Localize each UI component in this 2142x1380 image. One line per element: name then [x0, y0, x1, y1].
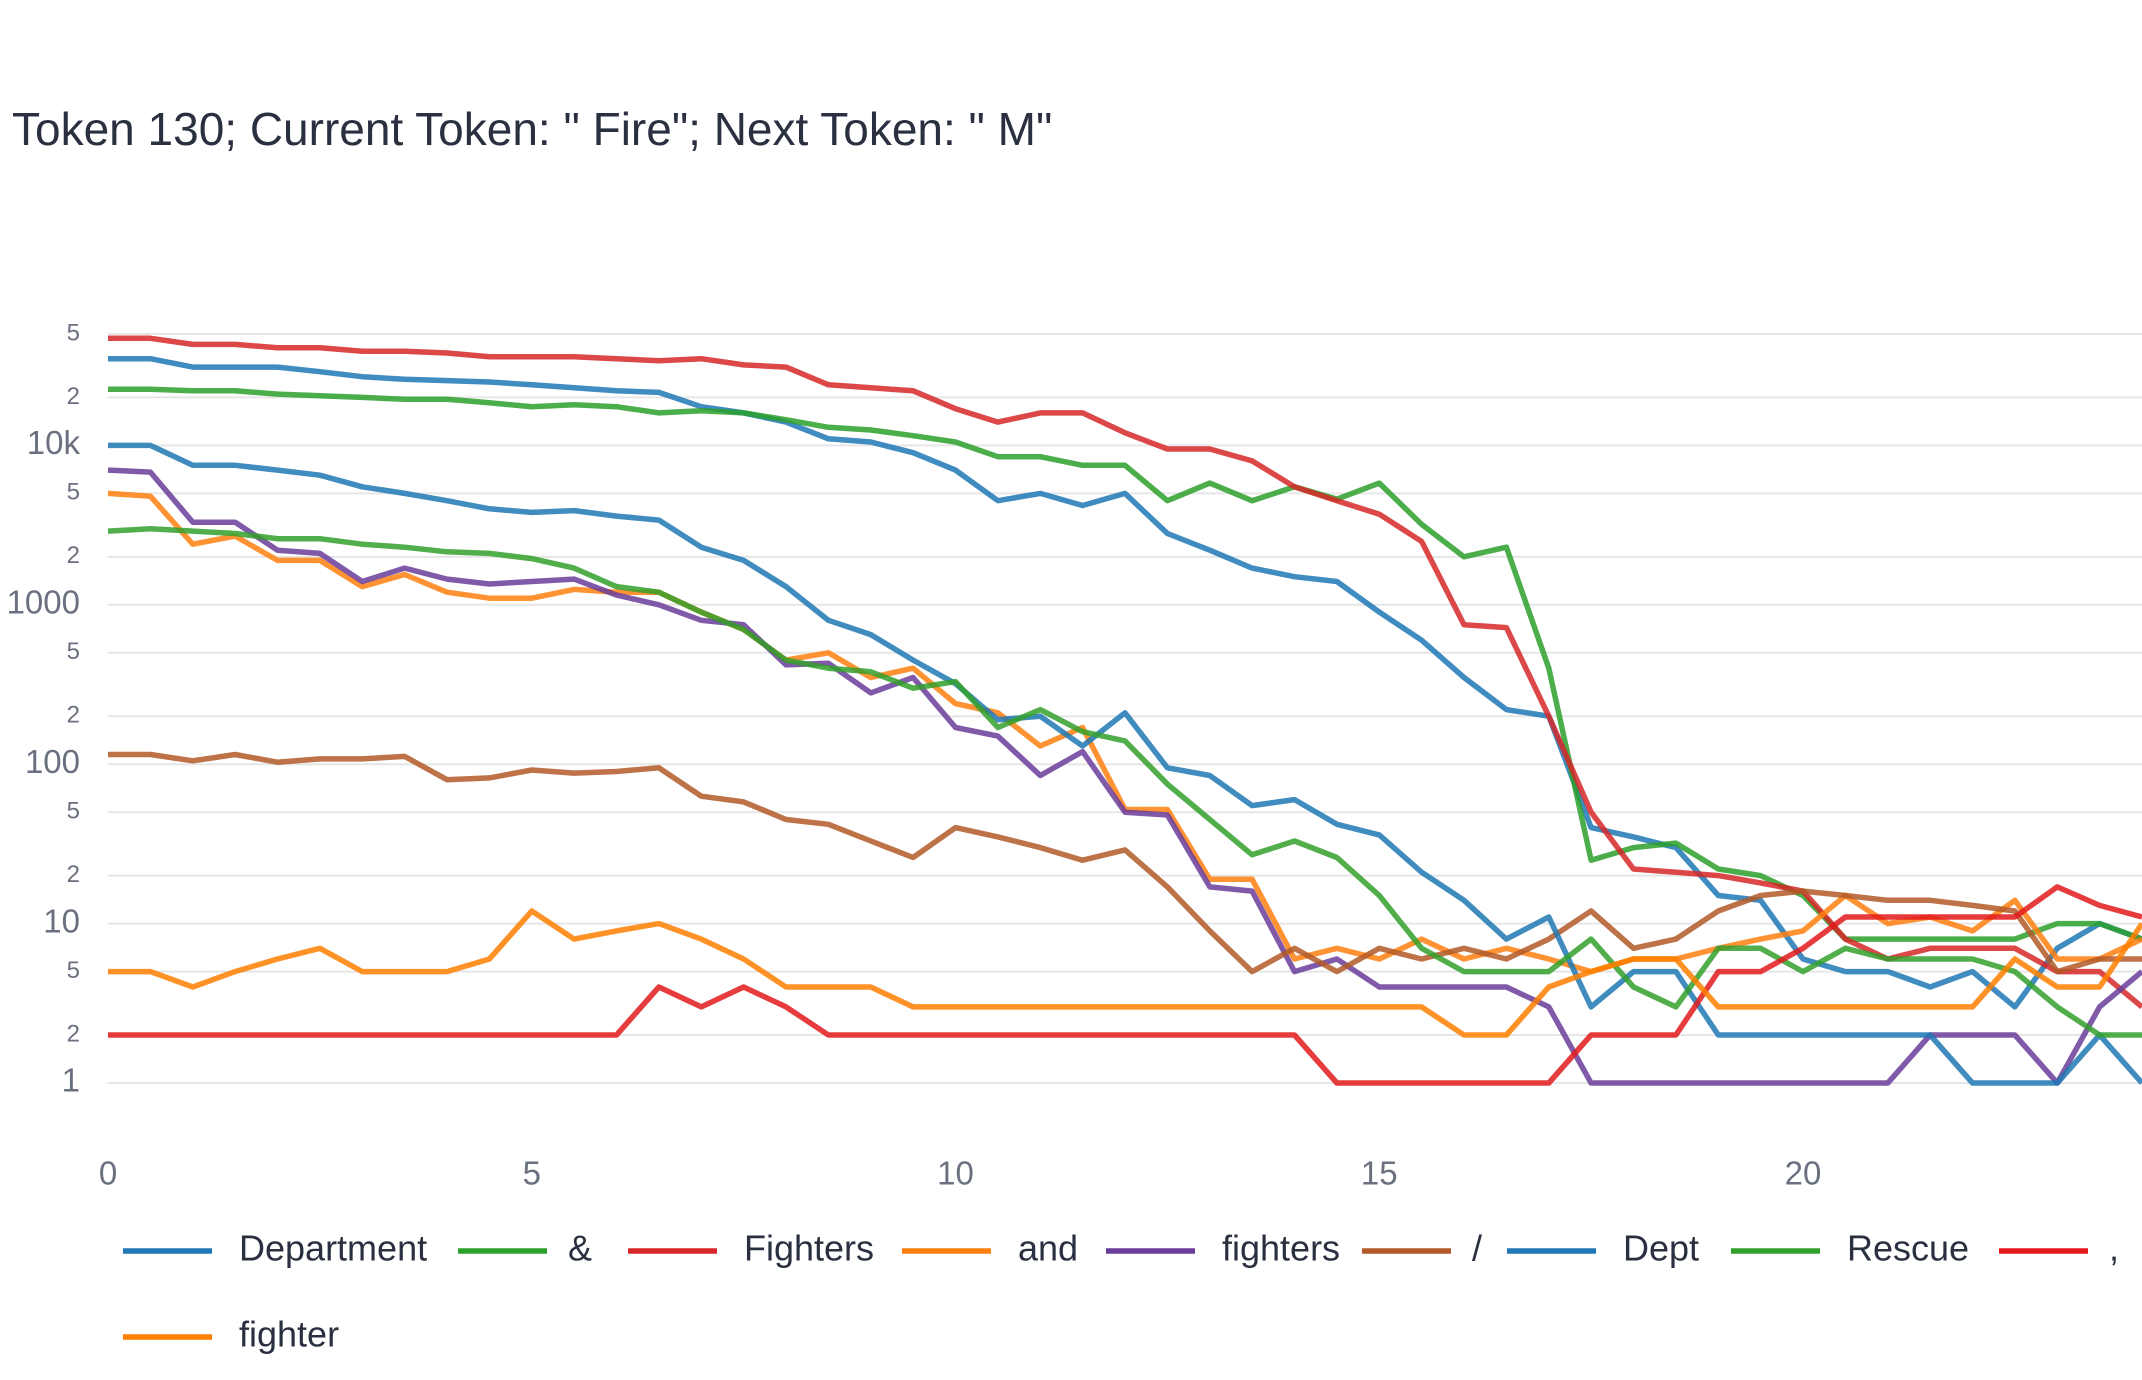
legend-label: & — [568, 1228, 592, 1269]
legend-label: , — [2109, 1228, 2119, 1269]
y-tick-label: 100 — [25, 743, 80, 780]
x-tick-label: 0 — [99, 1155, 117, 1192]
y-tick-label: 5 — [67, 319, 80, 346]
legend-label: fighters — [1222, 1228, 1340, 1269]
legend-label: and — [1018, 1228, 1078, 1269]
legend-item: Rescue — [1731, 1228, 1969, 1269]
series-line — [107, 490, 2142, 975]
chart-title: Token 130; Current Token: " Fire"; Next … — [12, 103, 1052, 155]
y-tick-label: 10k — [27, 424, 81, 461]
y-tick-label: 1000 — [7, 584, 80, 621]
y-tick-label: 2 — [67, 702, 80, 729]
series-line — [108, 884, 2142, 1086]
legend-item: fighters — [1106, 1228, 1340, 1269]
legend-label: Department — [239, 1228, 427, 1269]
y-tick-label: 2 — [67, 1020, 80, 1047]
x-tick-label: 15 — [1361, 1155, 1398, 1192]
x-tick-label: 5 — [523, 1155, 541, 1192]
legend-label: Fighters — [744, 1228, 874, 1269]
series-line — [107, 467, 2142, 1086]
series-line — [107, 526, 2142, 1038]
y-tick-label: 5 — [67, 798, 80, 825]
legend-item: Dept — [1507, 1228, 1699, 1269]
x-tick-label: 20 — [1785, 1155, 1822, 1192]
legend-item: Department — [123, 1228, 427, 1269]
y-tick-label: 2 — [67, 542, 80, 569]
series-line — [108, 386, 2142, 942]
y-tick-label: 10 — [43, 902, 80, 939]
y-tick-label: 5 — [67, 638, 80, 665]
series-line — [108, 355, 2142, 1010]
plot-lines — [107, 335, 2142, 1086]
y-tick-label: 2 — [67, 383, 80, 410]
legend-item: , — [1999, 1228, 2119, 1269]
series-line — [108, 908, 2142, 1038]
legend-item: & — [458, 1228, 592, 1269]
y-tick-label: 5 — [67, 479, 80, 506]
legend-label: Rescue — [1847, 1228, 1969, 1269]
legend-label: / — [1472, 1228, 1482, 1269]
series-line — [108, 442, 2142, 1086]
y-tick-label: 1 — [62, 1062, 80, 1099]
series-line — [108, 751, 2142, 975]
legend-item: and — [902, 1228, 1078, 1269]
series-line — [108, 335, 2142, 1010]
legend-label: fighter — [239, 1314, 339, 1355]
y-tick-label: 5 — [67, 957, 80, 984]
legend-item: fighter — [123, 1314, 339, 1355]
legend-item: / — [1362, 1228, 1482, 1269]
y-tick-label: 2 — [67, 861, 80, 888]
legend-item: Fighters — [628, 1228, 874, 1269]
legend-label: Dept — [1623, 1228, 1699, 1269]
x-tick-label: 10 — [937, 1155, 974, 1192]
